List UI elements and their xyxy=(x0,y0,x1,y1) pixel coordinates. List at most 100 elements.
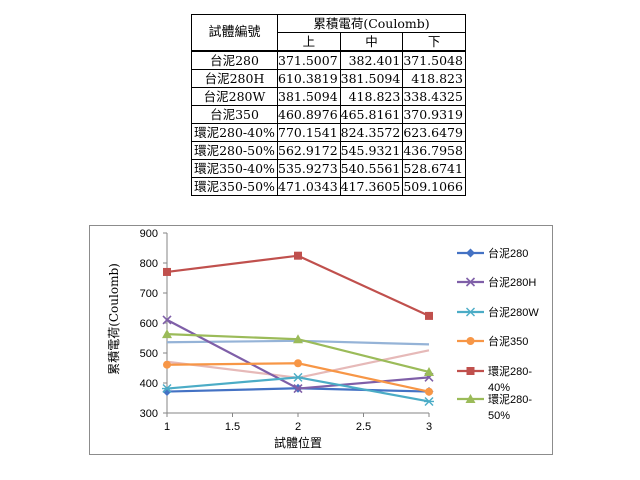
charge-value-cell: 418.823 xyxy=(339,87,404,106)
data-point xyxy=(293,372,303,382)
circle-marker xyxy=(425,387,433,396)
specimen-name-cell: 環泥280-40% xyxy=(191,123,278,142)
legend-swatch-marker xyxy=(465,394,476,403)
charge-value-cell: 509.1066 xyxy=(402,177,466,196)
triangle-marker xyxy=(465,394,476,403)
charge-value-cell: 417.3605 xyxy=(339,177,404,196)
axes: 300 400 500 600 700 800 900 1 1.5 2 2.5 3 xyxy=(140,228,432,433)
position-header-middle: 中 xyxy=(339,32,404,52)
specimen-name-cell: 環泥350-40% xyxy=(191,159,278,178)
specimen-name-cell: 台泥280 xyxy=(191,50,278,70)
legend-entry: 環泥280- 50% xyxy=(457,393,532,422)
y-tick-label: 800 xyxy=(140,258,158,270)
charge-value-cell: 545.9321 xyxy=(339,141,404,160)
charge-value-cell: 418.823 xyxy=(402,69,466,88)
charge-value-cell: 610.3819 xyxy=(277,69,341,88)
data-point xyxy=(163,360,171,369)
legend-entry: 台泥350 xyxy=(457,334,528,348)
x-marker-stroke xyxy=(162,315,172,325)
legend-swatch-marker xyxy=(466,367,475,375)
data-point xyxy=(425,387,433,396)
charge-value-cell: 370.9319 xyxy=(402,105,466,124)
x-tick-label: 3 xyxy=(426,421,432,433)
legend-entry: 台泥280 xyxy=(457,246,528,260)
x-tick-label: 2.5 xyxy=(356,421,371,433)
circle-marker xyxy=(163,360,171,369)
charge-value-cell: 338.4325 xyxy=(402,87,466,106)
legend-label: 環泥280- xyxy=(488,365,532,378)
legend-entry: 台泥280H xyxy=(457,275,536,289)
charge-value-cell: 540.5561 xyxy=(339,159,404,178)
data-point xyxy=(163,267,171,276)
specimen-name-cell: 台泥280H xyxy=(191,69,278,88)
charge-data-table: 試體編號 累積電荷(Coulomb) 上 中 下 台泥280 371.5007 38… xyxy=(191,14,466,196)
table-row: 台泥280 371.5007 382.401 371.5048 xyxy=(191,50,466,70)
charge-value-cell: 371.5048 xyxy=(402,50,466,70)
table-row: 台泥280W 381.5094 418.823 338.4325 xyxy=(191,87,466,106)
line-chart: 300 400 500 600 700 800 900 1 1.5 2 2.5 3 台泥280 台泥28… xyxy=(89,225,553,455)
charge-value-cell: 623.6479 xyxy=(402,123,466,142)
x-tick-label: 1 xyxy=(164,421,170,433)
legend-swatch-marker xyxy=(466,337,475,345)
data-point xyxy=(162,329,172,339)
legend-label: 40% xyxy=(488,382,510,394)
square-marker xyxy=(466,367,475,375)
triangle-marker xyxy=(424,366,434,376)
y-axis-title: 累積電荷(Coulomb) xyxy=(106,263,121,375)
series-6 xyxy=(162,329,434,376)
y-tick-label: 900 xyxy=(140,228,158,240)
data-point xyxy=(294,359,302,368)
charge-value-cell: 535.9273 xyxy=(277,159,341,178)
data-point xyxy=(162,384,172,394)
table-row: 環泥350-40% 535.9273 540.5561 528.6741 xyxy=(191,159,466,178)
legend-swatch-marker xyxy=(465,277,476,287)
charge-value-cell: 528.6741 xyxy=(402,159,466,178)
charge-value-cell: 465.8161 xyxy=(339,105,404,124)
table-row: 環泥280-40% 770.1541 824.3572 623.6479 xyxy=(191,123,466,142)
x-marker-stroke xyxy=(293,383,303,394)
charge-value-cell: 436.7958 xyxy=(402,141,466,160)
data-point xyxy=(424,366,434,376)
square-marker xyxy=(294,251,302,260)
triangle-marker xyxy=(293,334,303,344)
diamond-marker xyxy=(466,248,475,258)
x-axis-title: 試體位置 xyxy=(274,435,322,450)
y-tick-label: 400 xyxy=(140,378,158,390)
legend-entry: 環泥280- 40% xyxy=(457,365,532,394)
square-marker xyxy=(425,311,433,320)
charge-value-cell: 471.0343 xyxy=(277,177,341,196)
series-3 xyxy=(162,372,434,406)
circle-marker xyxy=(294,359,302,368)
legend-label: 台泥280H xyxy=(488,275,536,289)
specimen-id-header: 試體編號 xyxy=(191,14,278,52)
legend-swatch-marker xyxy=(465,307,476,317)
charge-value-cell: 770.1541 xyxy=(277,123,341,142)
series-layer xyxy=(162,251,434,406)
data-point xyxy=(294,251,302,260)
specimen-name-cell: 台泥280W xyxy=(191,87,278,106)
table-row: 台泥350 460.8976 465.8161 370.9319 xyxy=(191,105,466,124)
table-row: 台泥280H 610.3819 381.5094 418.823 xyxy=(191,69,466,88)
square-marker xyxy=(163,267,171,276)
series-2 xyxy=(162,315,434,394)
legend-label: 環泥280- xyxy=(488,393,532,406)
position-header-top: 上 xyxy=(277,32,341,52)
data-point xyxy=(293,334,303,344)
chart-svg: 300 400 500 600 700 800 900 1 1.5 2 2.5 3 台泥280 台泥28… xyxy=(106,228,539,450)
position-header-bottom: 下 xyxy=(402,32,466,52)
y-tick-label: 600 xyxy=(140,318,158,330)
charge-value-cell: 371.5007 xyxy=(277,50,341,70)
cumulative-charge-header: 累積電荷(Coulomb) xyxy=(277,14,466,33)
legend-label: 台泥350 xyxy=(488,334,528,348)
y-tick-label: 500 xyxy=(140,348,158,360)
charge-value-cell: 381.5094 xyxy=(277,87,341,106)
y-tick-label: 700 xyxy=(140,288,158,300)
legend-label: 台泥280W xyxy=(488,305,539,319)
charge-value-cell: 562.9172 xyxy=(277,141,341,160)
data-point xyxy=(424,396,434,406)
legend-label: 50% xyxy=(488,410,510,422)
triangle-marker xyxy=(162,329,172,339)
x-tick-label: 2 xyxy=(295,421,301,433)
legend-entry: 台泥280W xyxy=(457,305,539,319)
